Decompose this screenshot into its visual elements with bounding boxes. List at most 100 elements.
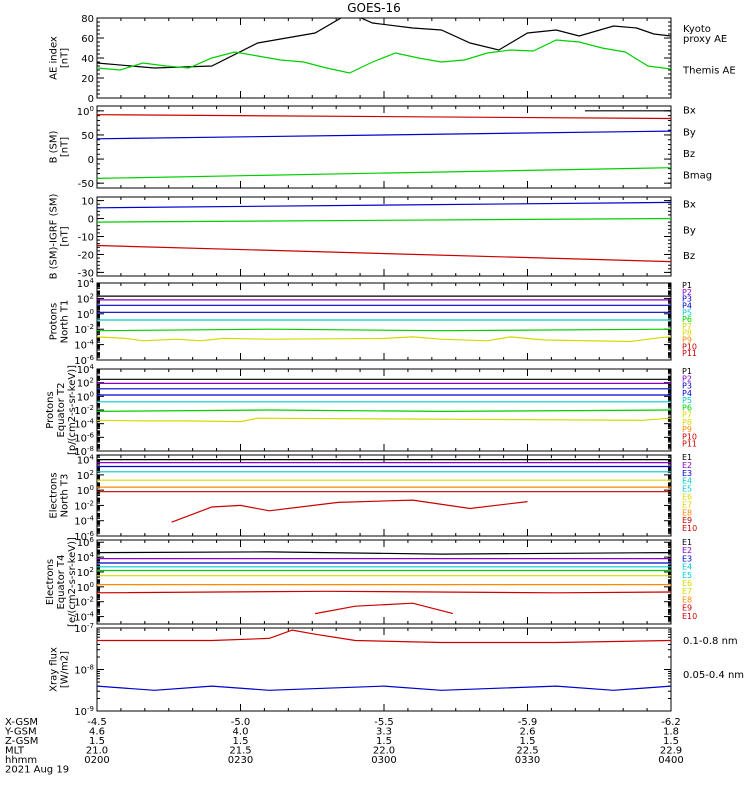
legend-entry: E9	[682, 604, 692, 613]
y-tick-label: 10-6	[74, 354, 94, 367]
series-line-0-1-0-8-nm	[97, 629, 671, 644]
series-group	[97, 18, 671, 74]
y-tick-label: 10-2	[74, 596, 94, 609]
legend-entry: E3	[682, 554, 692, 563]
legend-entry: P1	[682, 367, 692, 376]
chart-title: GOES-16	[347, 1, 401, 15]
y-tick-label: 10-8	[74, 445, 94, 458]
legend-entry: E1	[682, 538, 692, 547]
y-axis-label: [nT]	[60, 226, 71, 246]
legend-entry: P4	[682, 301, 692, 310]
series-line-e1	[97, 551, 671, 555]
series-group	[97, 629, 671, 691]
y-tick-label: 100	[77, 581, 94, 594]
series-line-p6	[97, 409, 671, 413]
x-row-label: hhmm	[5, 755, 37, 766]
series-line-e10	[171, 499, 528, 523]
y-axis-label: [nT]	[60, 137, 71, 157]
legend-entry: E6	[682, 579, 692, 588]
plot-frame	[96, 454, 672, 537]
legend-entry: E5	[682, 571, 692, 580]
legend-entry: E7	[682, 587, 692, 596]
plot-frame	[96, 282, 672, 361]
series-line-p6	[97, 328, 671, 332]
legend-entry: P7	[682, 322, 692, 331]
y-tick-label: 100	[77, 484, 94, 497]
legend-entry: 0.1-0.8 nm	[683, 636, 738, 647]
x-row-value: 1.5	[89, 736, 105, 747]
y-axis-label: Electrons	[45, 559, 56, 605]
y-tick-label: 104	[77, 363, 95, 376]
series-group	[97, 378, 671, 423]
legend-entry: Bmag	[683, 170, 712, 181]
legend: Bx By Bz Bmag	[683, 106, 712, 182]
series-line-e10	[314, 602, 454, 615]
legend-entry: P9	[682, 425, 692, 434]
legend-entry: E2	[682, 546, 692, 555]
x-row-value: -5.0	[231, 717, 251, 728]
x-row-value: 1.5	[663, 736, 679, 747]
y-tick-label: 10-4	[74, 515, 94, 528]
y-tick-label: 10-4	[74, 418, 94, 431]
x-row-value: 0300	[371, 755, 396, 766]
panel-b-sm: -50 0 50 100 B (SM) [nT] Bx By Bz Bmag	[49, 105, 713, 190]
y-axis-label: North T3	[60, 474, 71, 518]
legend-entry: E9	[682, 516, 692, 525]
x-row-value: 0330	[515, 755, 540, 766]
y-tick-label: 10-4	[74, 611, 94, 624]
x-row-value: 22.9	[660, 746, 682, 757]
y-tick-label: -10	[78, 233, 94, 244]
y-tick-label: 100	[77, 390, 94, 403]
legend: Bx By Bz	[683, 200, 696, 263]
legend-entry: Bx	[683, 106, 696, 117]
y-tick-label: 10-4	[74, 339, 94, 352]
y-tick-label: 0	[88, 215, 94, 226]
y-axis-label: Equator T2	[56, 383, 67, 438]
y-tick-label: 102	[77, 566, 94, 579]
x-row-value: 2.6	[520, 727, 536, 738]
legend-entry: P3	[682, 382, 692, 391]
y-tick-label: 40	[81, 54, 94, 65]
legend-entry: P1	[682, 281, 692, 290]
minor-ticks	[97, 455, 671, 535]
legend-entry: P6	[682, 403, 692, 412]
panel-electrons-equator: 10-4 10-2 100 102 104 106 Electrons Equator T4[…	[45, 536, 697, 627]
y-tick-label: 10-7	[74, 622, 94, 635]
legend-entry: 0.05-0.4 nm	[683, 670, 744, 681]
legend-entry: P7	[682, 411, 692, 420]
y-tick-label: 104	[77, 277, 95, 290]
y-tick-label: -30	[78, 268, 94, 279]
y-axis-label: AE index	[49, 36, 60, 80]
y-tick-label: 102	[77, 377, 94, 390]
legend-entry: P8	[682, 329, 692, 338]
y-tick-label: 106	[77, 536, 95, 549]
y-axis-label: Equator T4	[56, 555, 67, 610]
y-axis-label: [e/(cm2-s-sr-keV)]	[67, 537, 78, 627]
x-row-value: 1.5	[520, 736, 536, 747]
y-tick-label: 104	[77, 454, 95, 467]
legend-entry: P5	[682, 308, 692, 317]
legend-entry: E4	[682, 563, 692, 572]
y-axis-label: North T1	[60, 300, 71, 344]
series-line-by	[97, 167, 671, 179]
legend-entry: Bx	[683, 200, 696, 211]
y-tick-label: 10	[81, 197, 94, 208]
series-line-themis-ae	[97, 18, 671, 69]
legend-entry: E3	[682, 469, 692, 478]
y-axis-label: Xray flux	[49, 647, 60, 692]
y-tick-label: 10-8	[74, 664, 94, 677]
x-row-label: X-GSM	[5, 717, 38, 728]
y-axis-label: [W/m2]	[60, 651, 71, 688]
y-tick-label: 104	[77, 551, 95, 564]
legend-entry: P5	[682, 396, 692, 405]
x-row-value: 1.5	[376, 736, 392, 747]
legend-entry: E4	[682, 477, 692, 486]
legend-entry: E8	[682, 595, 692, 604]
legend-entry: Bz	[683, 251, 695, 262]
